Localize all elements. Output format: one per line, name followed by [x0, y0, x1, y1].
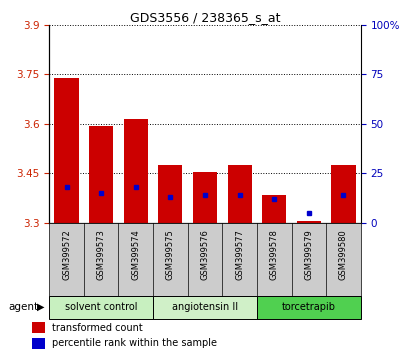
- Bar: [330, 165, 355, 223]
- Text: angiotensin II: angiotensin II: [171, 302, 238, 312]
- Text: agent: agent: [8, 302, 38, 312]
- Text: GSM399576: GSM399576: [200, 229, 209, 280]
- Text: GSM399579: GSM399579: [303, 229, 312, 280]
- Title: GDS3556 / 238365_s_at: GDS3556 / 238365_s_at: [129, 11, 280, 24]
- Bar: [296, 221, 320, 223]
- Bar: [261, 195, 285, 223]
- Text: ▶: ▶: [37, 302, 45, 312]
- Text: GSM399574: GSM399574: [131, 229, 140, 280]
- Bar: [49, 296, 153, 319]
- Bar: [158, 165, 182, 223]
- Bar: [192, 172, 217, 223]
- Text: GSM399575: GSM399575: [166, 229, 175, 280]
- Bar: [124, 119, 148, 223]
- Text: percentile rank within the sample: percentile rank within the sample: [52, 338, 216, 348]
- Text: transformed count: transformed count: [52, 322, 142, 332]
- Text: GSM399573: GSM399573: [97, 229, 106, 280]
- Text: GSM399578: GSM399578: [269, 229, 278, 280]
- Text: GSM399580: GSM399580: [338, 229, 347, 280]
- Bar: [256, 296, 360, 319]
- Text: GSM399577: GSM399577: [234, 229, 243, 280]
- Text: solvent control: solvent control: [65, 302, 137, 312]
- Bar: [153, 296, 256, 319]
- Bar: [227, 165, 251, 223]
- Bar: [32, 338, 45, 349]
- Bar: [54, 78, 79, 223]
- Bar: [89, 126, 113, 223]
- Text: GSM399572: GSM399572: [62, 229, 71, 280]
- Text: torcetrapib: torcetrapib: [281, 302, 335, 312]
- Bar: [32, 322, 45, 333]
